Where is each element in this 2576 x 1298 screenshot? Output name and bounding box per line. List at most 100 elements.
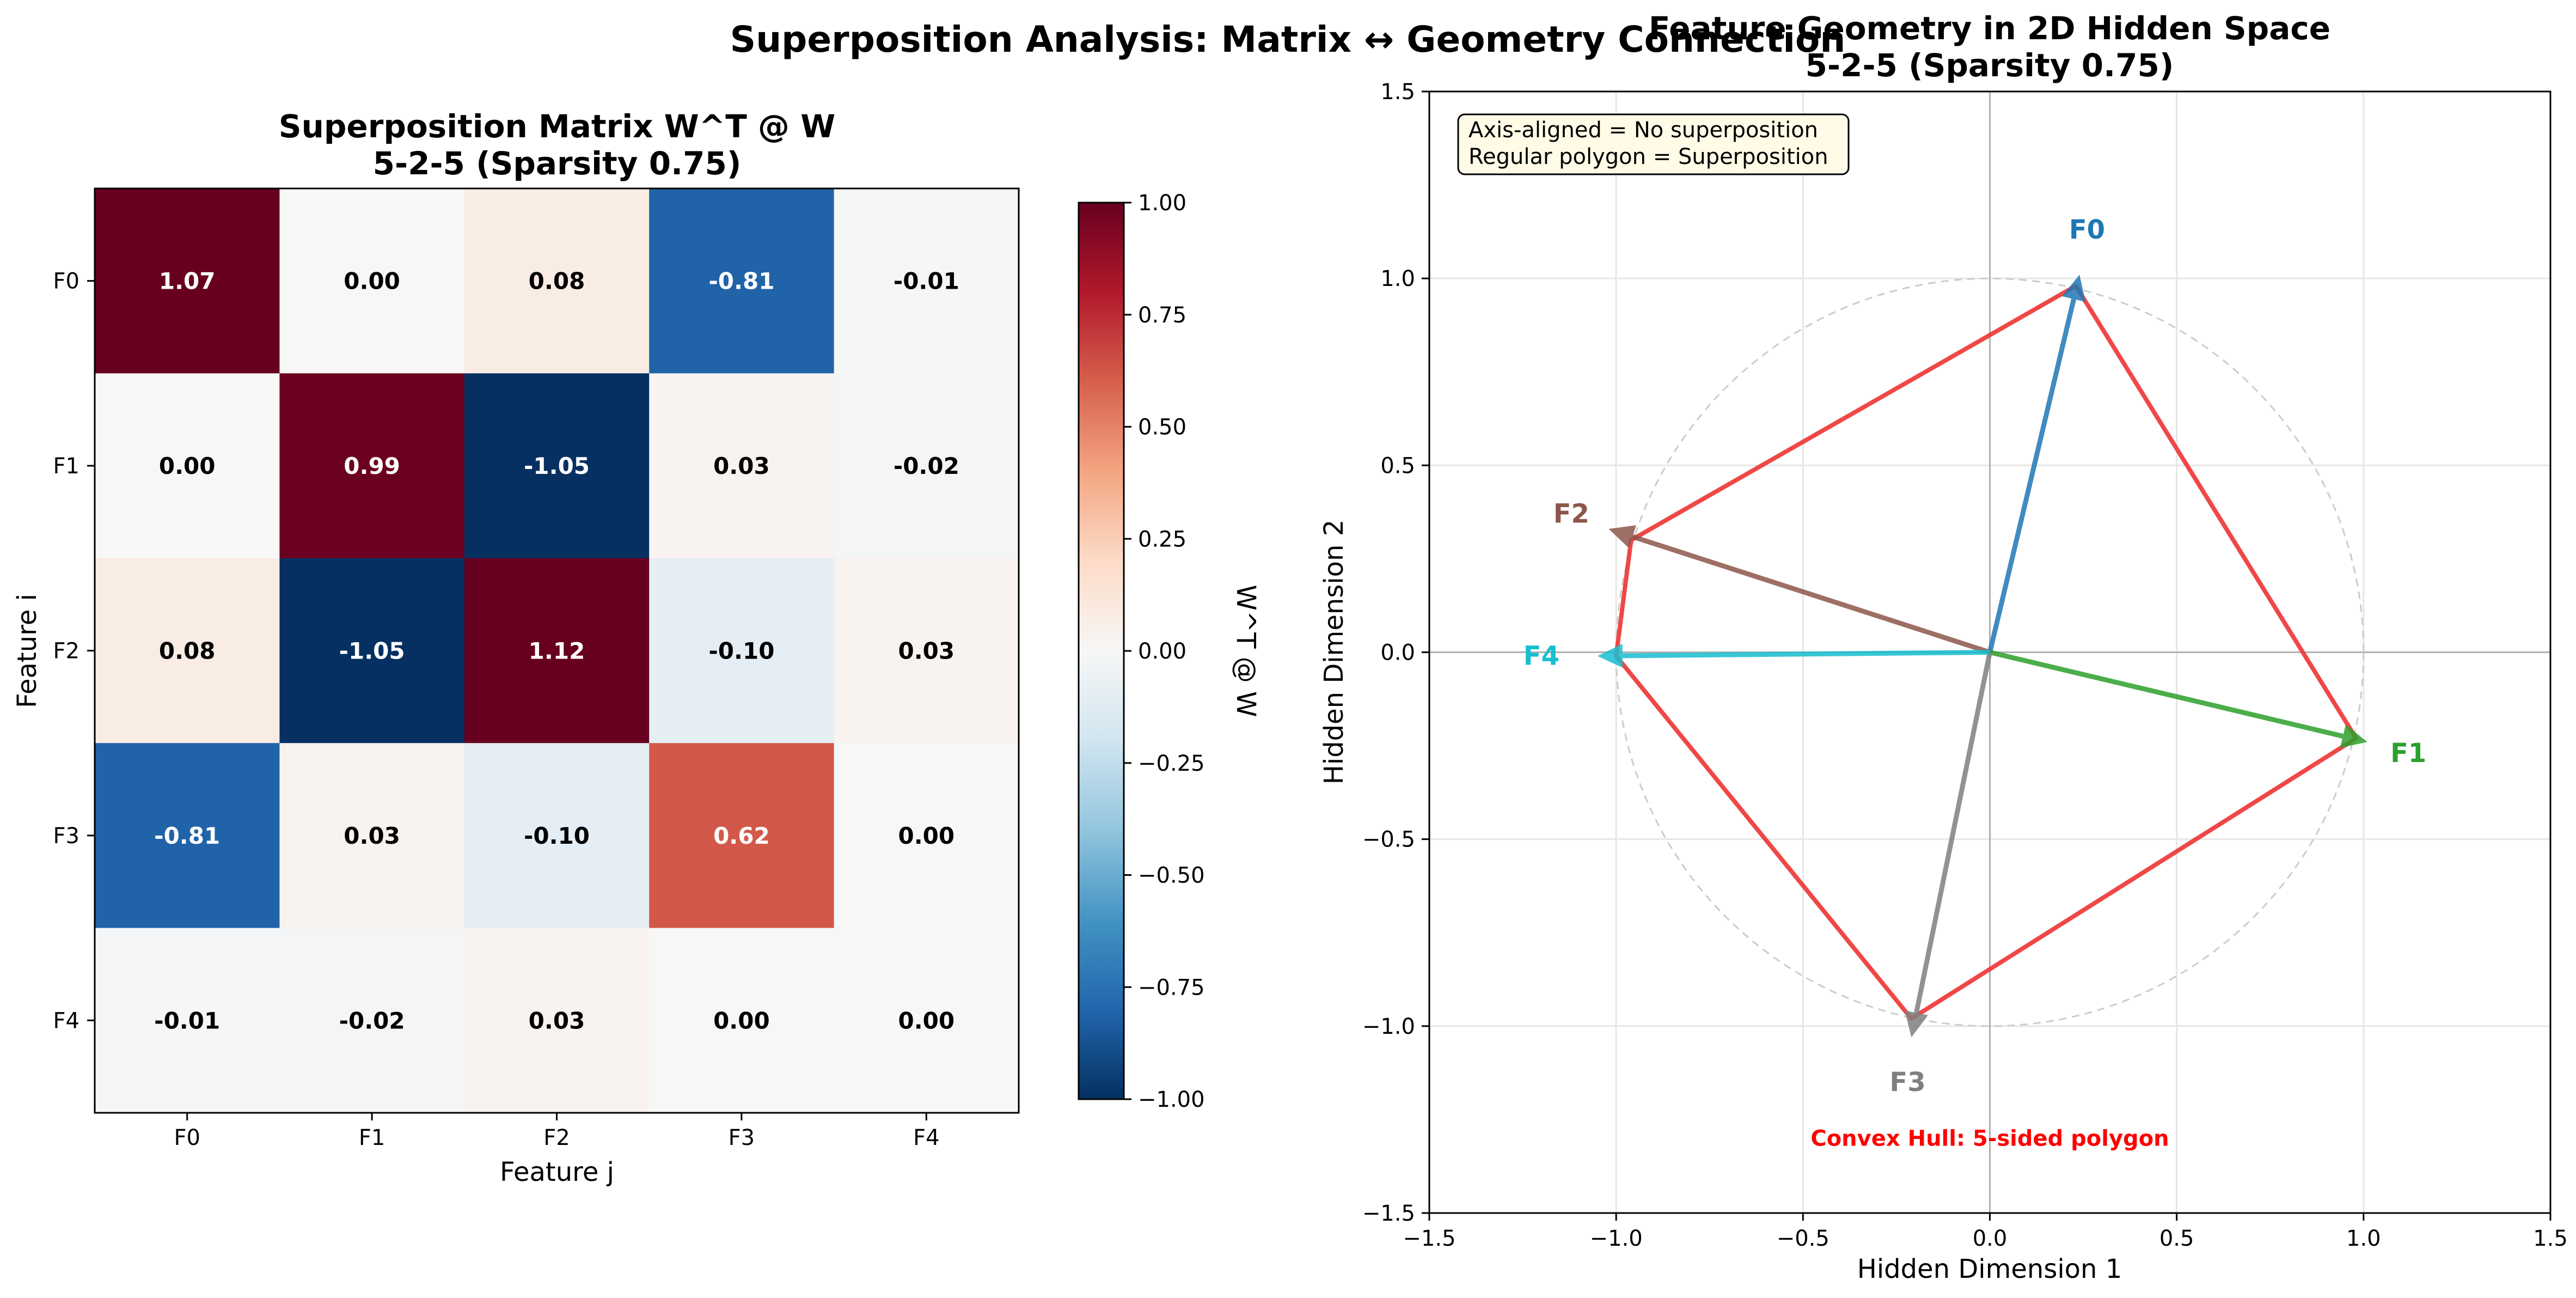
vector-f2: F2 xyxy=(1553,499,1991,655)
geometry-xlabel: Hidden Dimension 1 xyxy=(1857,1254,2122,1284)
geometry-y-tick-label: −1.5 xyxy=(1362,1201,1415,1226)
vector-f0: F0 xyxy=(1987,215,2105,653)
geometry-y-tick-label: 0.0 xyxy=(1380,641,1415,666)
vector-shaft xyxy=(1622,650,1990,659)
hull-label: Convex Hull: 5-sided polygon xyxy=(1810,1126,2169,1151)
vector-f3: F3 xyxy=(1889,651,1992,1098)
geometry-y-tick-label: 1.5 xyxy=(1380,80,1415,105)
heatmap-cell-value: 0.00 xyxy=(898,1007,954,1034)
heatmap-cell-value: 0.03 xyxy=(713,453,770,479)
figure-suptitle: Superposition Analysis: Matrix ↔ Geometr… xyxy=(730,19,1846,60)
annotation-line2: Regular polygon = Superposition xyxy=(1468,144,1828,169)
heatmap-cell xyxy=(464,558,650,744)
heatmap-cell-value: -0.02 xyxy=(894,453,959,479)
geometry-x-tick-label: −1.5 xyxy=(1403,1226,1455,1251)
vector-arrowhead xyxy=(1608,525,1636,549)
geometry-y-tick-label: 1.0 xyxy=(1380,266,1415,291)
vector-shaft xyxy=(1631,534,1991,655)
geometry-x-tick-label: 1.5 xyxy=(2533,1226,2568,1251)
heatmap-cell xyxy=(649,743,835,929)
colorbar-label: W^T @ W xyxy=(1231,585,1261,717)
heatmap-x-tick-label: F2 xyxy=(543,1125,570,1150)
vector-shaft xyxy=(1987,298,2076,653)
heatmap-cell xyxy=(279,188,465,374)
geometry-y-tick-label: −1.0 xyxy=(1362,1014,1415,1039)
geometry-x-tick-label: 1.0 xyxy=(2346,1226,2381,1251)
colorbar-tick-label: 0.00 xyxy=(1138,639,1186,664)
heatmap-cell-value: -1.05 xyxy=(339,638,405,665)
vector-label: F2 xyxy=(1553,499,1589,529)
heatmap-y-tick-label: F1 xyxy=(53,454,79,479)
vector-f4: F4 xyxy=(1523,641,1990,671)
heatmap-cell-value: 0.03 xyxy=(898,638,954,665)
vector-arrowhead xyxy=(2062,275,2085,302)
heatmap-y-tick-label: F2 xyxy=(53,639,79,664)
heatmap-cell-value: -0.02 xyxy=(339,1007,405,1034)
heatmap-cell xyxy=(649,373,835,559)
heatmap-cell-value: 0.62 xyxy=(713,822,770,849)
annotation-line1: Axis-aligned = No superposition xyxy=(1468,118,1818,143)
colorbar-tick-label: −0.50 xyxy=(1138,863,1205,888)
heatmap-y-tick-label: F4 xyxy=(53,1008,79,1033)
heatmap-cell xyxy=(834,558,1019,744)
heatmap-cell xyxy=(95,373,280,559)
colorbar-gradient xyxy=(1078,202,1125,1100)
heatmap-cell-value: 0.00 xyxy=(344,268,400,295)
heatmap-cell-value: -0.01 xyxy=(894,268,959,295)
geometry-title-line2: 5-2-5 (Sparsity 0.75) xyxy=(1806,47,2174,84)
geometry-y-tick-label: 0.5 xyxy=(1380,453,1415,478)
heatmap-title-line2: 5-2-5 (Sparsity 0.75) xyxy=(373,145,742,182)
geometry-ylabel: Hidden Dimension 2 xyxy=(1319,520,1349,785)
convex-hull xyxy=(1614,283,2359,1021)
vector-label: F3 xyxy=(1889,1067,1925,1098)
heatmap-y-tick-label: F0 xyxy=(53,269,79,294)
heatmap-ticks: F0 F1 F2 F3 F4 F0 F1 F2 F3 F4 xyxy=(53,269,940,1150)
heatmap-cell xyxy=(834,743,1019,929)
vector-label: F1 xyxy=(2390,738,2426,769)
hull-polygon xyxy=(1614,283,2359,1021)
colorbar-tick-label: −1.00 xyxy=(1138,1087,1205,1112)
vector-label: F4 xyxy=(1523,641,1559,671)
heatmap-cell-value: -0.10 xyxy=(708,638,774,665)
geometry-title-line1: Feature Geometry in 2D Hidden Space xyxy=(1649,10,2330,47)
geometry-ticks: −1.5 −1.0 −0.5 0.0 0.5 1.0 1.5 1.5 1.0 0.5 0.0 −0.5… xyxy=(1362,80,2568,1251)
heatmap-cell-value: 0.08 xyxy=(529,268,585,295)
heatmap-cell xyxy=(649,928,835,1113)
heatmap-cell xyxy=(464,928,650,1113)
heatmap-y-tick-label: F3 xyxy=(53,824,79,849)
geometry-x-tick-label: −1.0 xyxy=(1590,1226,1643,1251)
heatmap-ylabel: Feature i xyxy=(12,594,42,708)
geometry-panel: Feature Geometry in 2D Hidden Space 5-2-… xyxy=(1319,10,2568,1284)
heatmap-cell xyxy=(649,558,835,744)
heatmap-cell xyxy=(649,188,835,374)
colorbar-tick-label: −0.25 xyxy=(1138,751,1205,776)
heatmap-cell-value: -0.01 xyxy=(154,1007,220,1034)
vector-arrowhead xyxy=(2340,724,2367,748)
heatmap-cell xyxy=(464,188,650,374)
heatmap-panel: Superposition Matrix W^T @ W 5-2-5 (Spar… xyxy=(12,108,1020,1187)
vector-label: F0 xyxy=(2069,215,2105,245)
heatmap-cell xyxy=(464,373,650,559)
heatmap-xlabel: Feature j xyxy=(500,1157,614,1187)
heatmap-cell-value: -0.10 xyxy=(524,822,590,849)
heatmap-cell-value: 0.03 xyxy=(344,822,400,849)
heatmap-x-tick-label: F4 xyxy=(913,1125,939,1150)
heatmap-cell xyxy=(279,373,465,559)
heatmap-cell-value: -0.81 xyxy=(708,268,774,295)
vector-f1: F1 xyxy=(1989,650,2426,769)
vector-arrowhead xyxy=(1905,1010,1929,1038)
heatmap-cells: 1.07 0.00 0.08 -0.81 -0.01 0.00 0.99 -1.05 0.03 -… xyxy=(95,188,1019,1113)
heatmap-cell xyxy=(279,743,465,929)
geometry-y-tick-label: −0.5 xyxy=(1362,827,1415,852)
vector-shaft xyxy=(1989,650,2344,739)
colorbar-tick-label: 0.25 xyxy=(1138,527,1186,552)
vector-arrowhead xyxy=(1597,643,1623,668)
heatmap-cell xyxy=(464,743,650,929)
heatmap-cell-value: 0.00 xyxy=(159,453,216,479)
annotation-box: Axis-aligned = No superposition Regular … xyxy=(1457,113,1850,175)
heatmap-cell-value: 1.07 xyxy=(159,268,216,295)
heatmap-x-tick-label: F1 xyxy=(359,1125,385,1150)
colorbar-tick-label: 0.50 xyxy=(1138,415,1186,440)
heatmap-cell xyxy=(834,373,1019,559)
